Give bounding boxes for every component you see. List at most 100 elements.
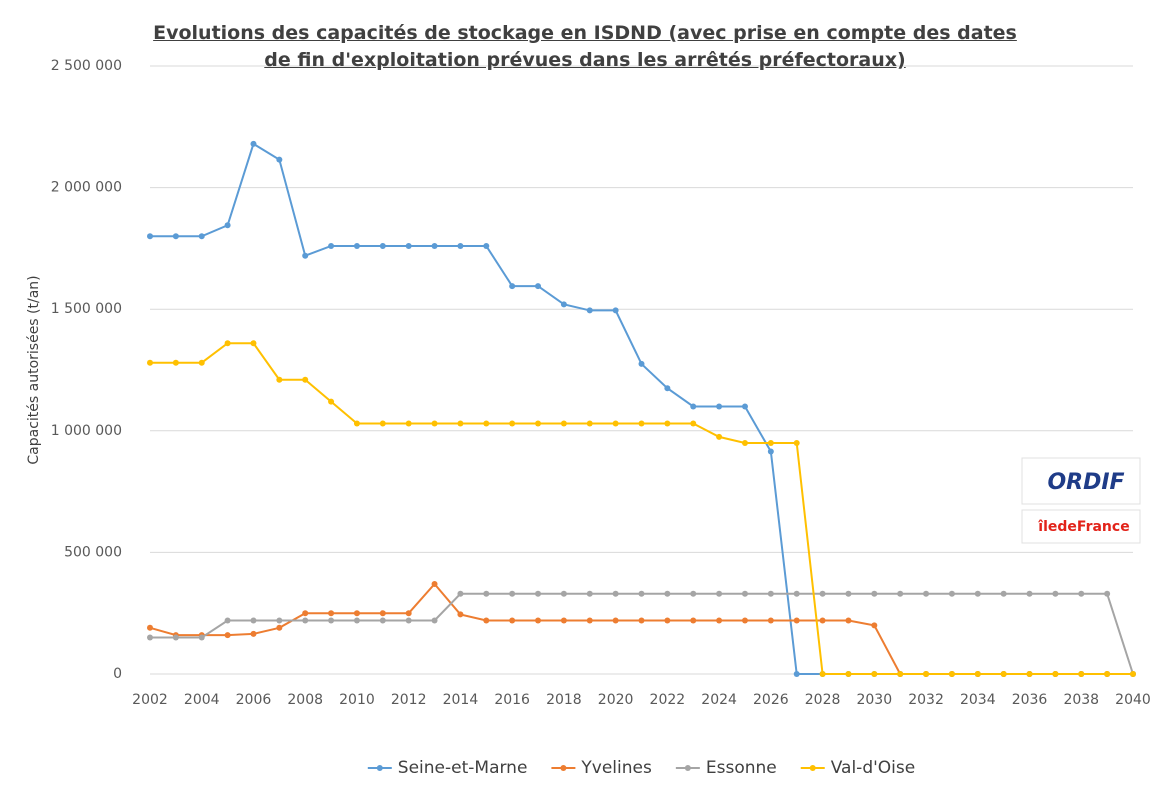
data-point (897, 590, 904, 597)
data-point (560, 420, 567, 427)
data-point (328, 398, 335, 405)
data-point (276, 624, 283, 631)
x-tick-label: 2036 (1012, 692, 1048, 708)
data-point (819, 617, 826, 624)
data-point (1000, 590, 1007, 597)
data-point (509, 590, 516, 597)
y-tick-label: 0 (113, 666, 122, 682)
data-point (379, 617, 386, 624)
data-point (664, 617, 671, 624)
data-point (948, 590, 955, 597)
data-point (871, 622, 878, 629)
y-tick-label: 1 500 000 (51, 301, 122, 317)
data-point (741, 617, 748, 624)
data-point (871, 671, 878, 677)
data-point (664, 420, 671, 427)
data-point (198, 634, 205, 641)
data-point (431, 420, 438, 427)
data-point (716, 617, 723, 624)
data-point (535, 590, 542, 597)
data-point (560, 590, 567, 597)
data-point (147, 233, 153, 240)
data-point (690, 590, 697, 597)
x-tick-label: 2020 (598, 692, 634, 708)
data-point (1026, 590, 1033, 597)
data-point (147, 634, 153, 641)
data-point (845, 617, 852, 624)
data-point (224, 617, 231, 624)
data-point (431, 581, 438, 588)
data-point (302, 252, 309, 259)
data-point (457, 420, 464, 427)
data-point (1026, 671, 1033, 677)
data-point (716, 590, 723, 597)
logo-box (1021, 509, 1141, 544)
data-point (767, 590, 774, 597)
legend-marker (809, 765, 816, 771)
logo-idf: îledeFrance (1037, 519, 1129, 535)
x-tick-label: 2006 (236, 692, 272, 708)
data-point (793, 590, 800, 597)
data-point (276, 156, 283, 163)
data-point (767, 439, 774, 446)
legend-label: Yvelines (580, 758, 652, 778)
y-tick-label: 2 000 000 (51, 180, 122, 196)
data-point (328, 617, 335, 624)
data-point (535, 283, 542, 290)
x-tick-label: 2034 (960, 692, 996, 708)
data-point (250, 340, 257, 347)
legend-label: Seine-et-Marne (398, 758, 528, 778)
legend-marker (560, 765, 567, 771)
data-point (664, 385, 671, 392)
data-point (612, 617, 619, 624)
data-point (793, 671, 800, 677)
data-point (1130, 671, 1136, 677)
data-point (1078, 671, 1085, 677)
data-point (172, 233, 179, 240)
data-point (1000, 671, 1007, 677)
y-tick-label: 2 500 000 (51, 58, 122, 74)
data-point (741, 439, 748, 446)
data-point (690, 617, 697, 624)
series-line (150, 342, 1133, 675)
data-point (741, 403, 748, 410)
data-point (1052, 590, 1059, 597)
legend-marker (684, 765, 691, 771)
data-point (535, 617, 542, 624)
data-point (1052, 671, 1059, 677)
data-point (405, 610, 412, 617)
data-point (612, 307, 619, 314)
data-point (224, 222, 231, 229)
data-point (379, 242, 386, 249)
data-point (224, 340, 231, 347)
data-point (250, 140, 257, 147)
x-tick-label: 2022 (650, 692, 686, 708)
data-point (509, 283, 516, 290)
data-point (845, 671, 852, 677)
data-point (1104, 590, 1111, 597)
data-point (923, 590, 930, 597)
x-tick-label: 2016 (494, 692, 530, 708)
data-point (586, 307, 593, 314)
data-point (276, 617, 283, 624)
data-point (690, 403, 697, 410)
series-line (149, 582, 1133, 675)
data-point (431, 242, 438, 249)
data-point (509, 617, 516, 624)
x-tick-label: 2012 (391, 692, 427, 708)
data-point (276, 376, 283, 383)
data-point (353, 617, 360, 624)
data-point (767, 448, 774, 455)
data-point (535, 420, 542, 427)
logo-ordif: ORDIF (1047, 470, 1124, 495)
data-point (198, 233, 205, 240)
data-point (638, 590, 645, 597)
data-point (586, 590, 593, 597)
data-point (198, 359, 205, 366)
legend-label: Val-d'Oise (831, 758, 915, 778)
x-tick-label: 2010 (339, 692, 375, 708)
data-point (974, 590, 981, 597)
data-point (353, 242, 360, 249)
